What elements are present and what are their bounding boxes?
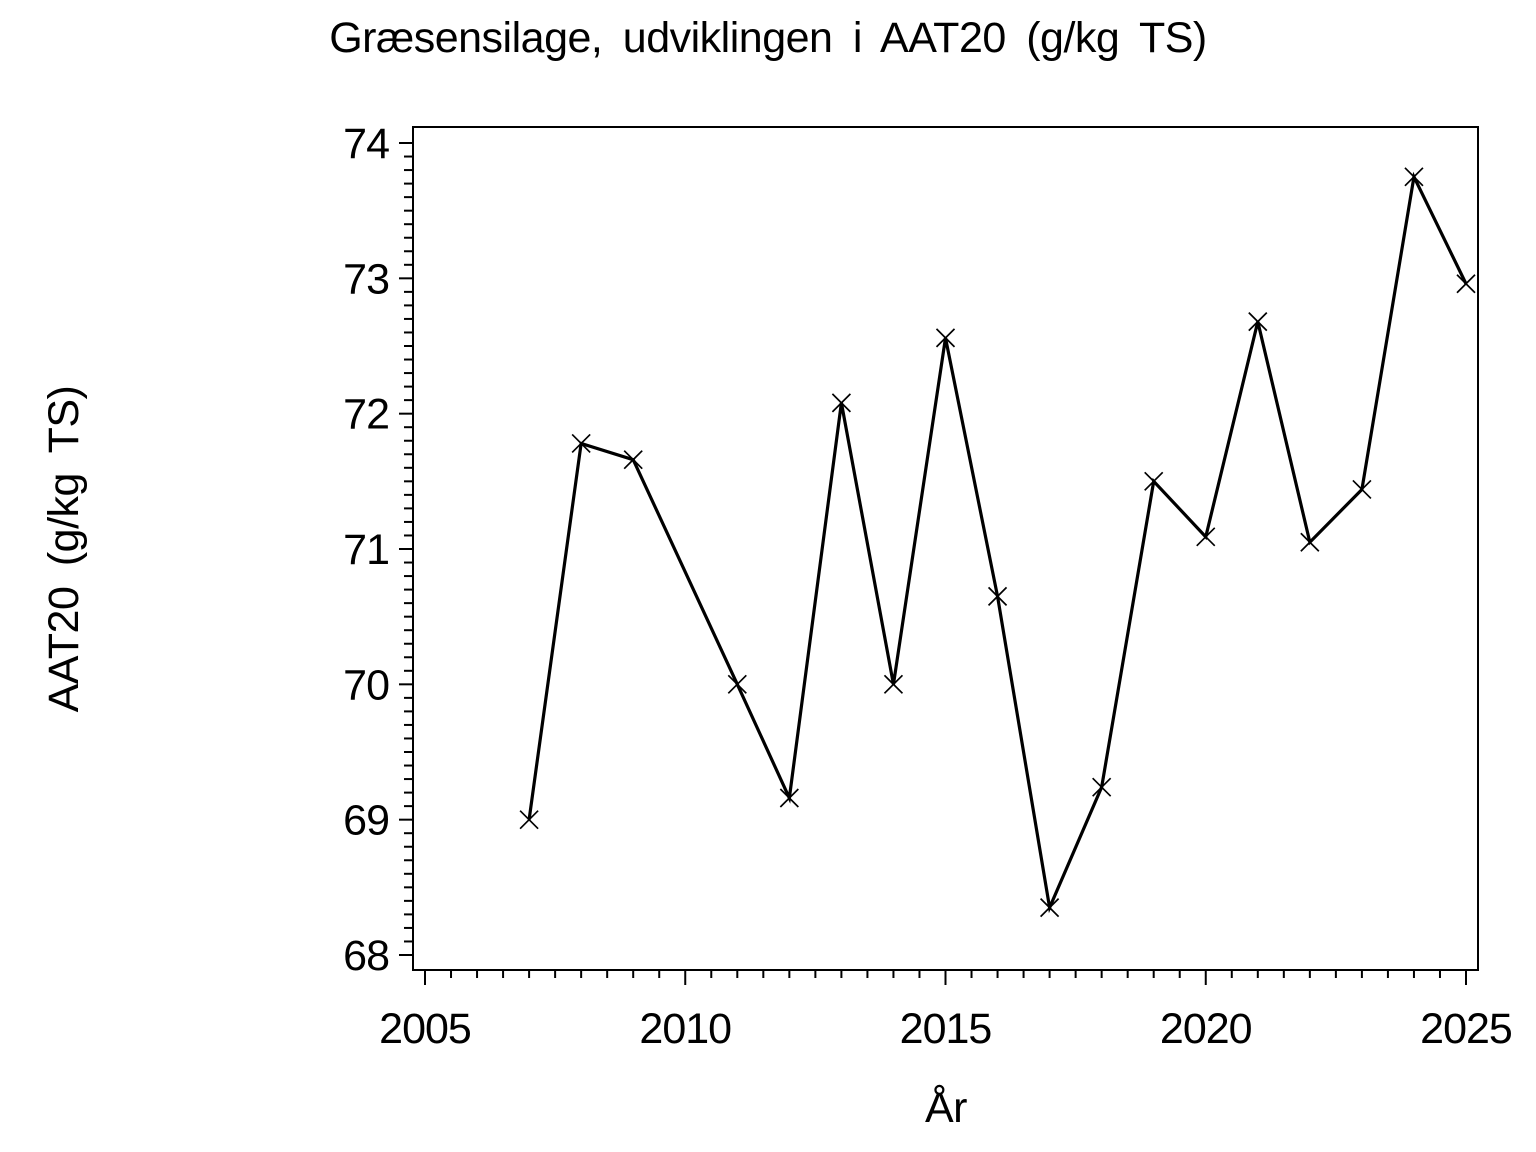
y-tick-label: 69 [343, 797, 389, 845]
data-point-marker [831, 393, 852, 413]
data-point-marker [1092, 777, 1112, 797]
y-tick-label: 68 [343, 932, 389, 980]
data-point-marker [987, 586, 1008, 606]
data-point-marker [1196, 527, 1216, 547]
x-tick-label: 2015 [900, 1005, 992, 1053]
data-point-marker [1352, 479, 1372, 500]
data-point-marker [571, 433, 591, 454]
data-point-marker [1039, 898, 1060, 918]
data-point-marker [1248, 312, 1268, 332]
x-tick-label: 2025 [1420, 1005, 1512, 1053]
chart-title: Græsensilage, udviklingen i AAT20 (g/kg … [329, 14, 1207, 62]
data-point-marker [779, 788, 799, 808]
x-tick-label: 2010 [639, 1005, 731, 1053]
y-axis-title: AAT20 (g/kg TS) [40, 386, 88, 713]
data-point-marker [1456, 274, 1476, 294]
data-point-marker [935, 328, 956, 348]
x-tick-label: 2005 [379, 1005, 471, 1053]
data-point-marker [1300, 532, 1320, 552]
y-tick-label: 74 [343, 120, 389, 168]
y-tick-label: 72 [343, 391, 389, 439]
y-tick-label: 73 [343, 255, 389, 303]
data-point-marker [1144, 471, 1164, 491]
data-point-marker [1404, 167, 1424, 187]
data-point-marker [727, 674, 747, 694]
y-tick-label: 70 [343, 661, 389, 709]
data-point-marker [883, 674, 904, 694]
data-point-marker [623, 450, 643, 470]
plot-area: 68 69 70 71 72 73 74 2005 2010 2015 2020 2025 [343, 120, 1513, 1053]
data-point-marker [519, 810, 539, 830]
x-axis-title: År [925, 1084, 967, 1132]
x-tick-label: 2020 [1160, 1005, 1252, 1053]
y-tick-label: 71 [343, 526, 389, 574]
